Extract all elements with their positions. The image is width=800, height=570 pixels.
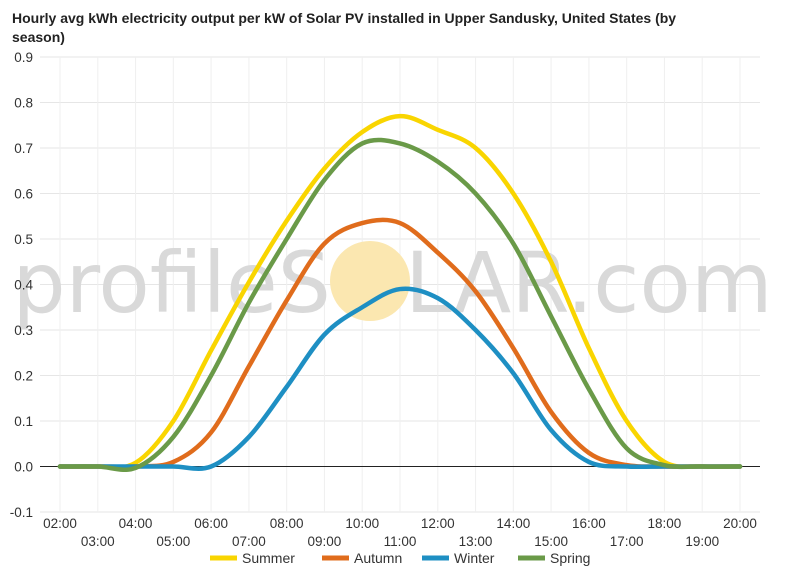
x-tick-label: 05:00 <box>156 534 190 549</box>
y-tick-label: -0.1 <box>10 505 33 520</box>
x-tick-label: 12:00 <box>421 516 455 531</box>
x-tick-label: 02:00 <box>43 516 77 531</box>
y-tick-label: 0.7 <box>14 141 33 156</box>
series-lines <box>57 113 743 473</box>
y-axis-ticks: -0.1 0.0 0.1 0.2 0.3 0.4 0.5 0.6 0.7 0.8 0.9 <box>10 50 34 520</box>
legend: Summer Autumn Winter Spring <box>210 550 590 566</box>
y-tick-label: 0.8 <box>14 96 33 111</box>
watermark: profileS LAR.com <box>12 234 772 332</box>
x-tick-label: 06:00 <box>194 516 228 531</box>
x-tick-label: 19:00 <box>685 534 719 549</box>
series-line-winter <box>57 286 743 471</box>
y-tick-label: 0.2 <box>14 369 33 384</box>
x-tick-label: 04:00 <box>119 516 153 531</box>
y-tick-label: 0.1 <box>14 414 33 429</box>
x-tick-label: 09:00 <box>308 534 342 549</box>
chart-title: Hourly avg kWh electricity output per kW… <box>12 10 677 45</box>
y-tick-label: 0.3 <box>14 323 33 338</box>
series-line-spring <box>57 137 743 473</box>
series-line-summer <box>57 113 743 470</box>
x-tick-label: 13:00 <box>459 534 493 549</box>
legend-label-autumn: Autumn <box>354 550 402 566</box>
y-tick-label: 0.5 <box>14 232 33 247</box>
x-tick-label: 20:00 <box>723 516 757 531</box>
y-tick-label: 0.9 <box>14 50 33 65</box>
watermark-sun-icon <box>330 241 410 321</box>
y-tick-label: 0.6 <box>14 187 33 202</box>
x-tick-label: 11:00 <box>384 534 417 549</box>
x-tick-label: 07:00 <box>232 534 266 549</box>
legend-label-spring: Spring <box>550 550 590 566</box>
x-tick-label: 03:00 <box>81 534 115 549</box>
x-tick-label: 17:00 <box>610 534 644 549</box>
x-tick-label: 10:00 <box>345 516 379 531</box>
x-tick-label: 14:00 <box>496 516 530 531</box>
legend-label-summer: Summer <box>242 550 295 566</box>
x-tick-label: 18:00 <box>648 516 682 531</box>
x-tick-label: 15:00 <box>534 534 568 549</box>
y-tick-label: 0.0 <box>14 460 33 475</box>
x-axis-ticks: 02:00 04:00 06:00 08:00 10:00 12:00 14:00 16:00… <box>43 516 757 549</box>
x-tick-label: 16:00 <box>572 516 606 531</box>
legend-label-winter: Winter <box>454 550 495 566</box>
x-tick-label: 08:00 <box>270 516 304 531</box>
y-tick-label: 0.4 <box>14 278 33 293</box>
